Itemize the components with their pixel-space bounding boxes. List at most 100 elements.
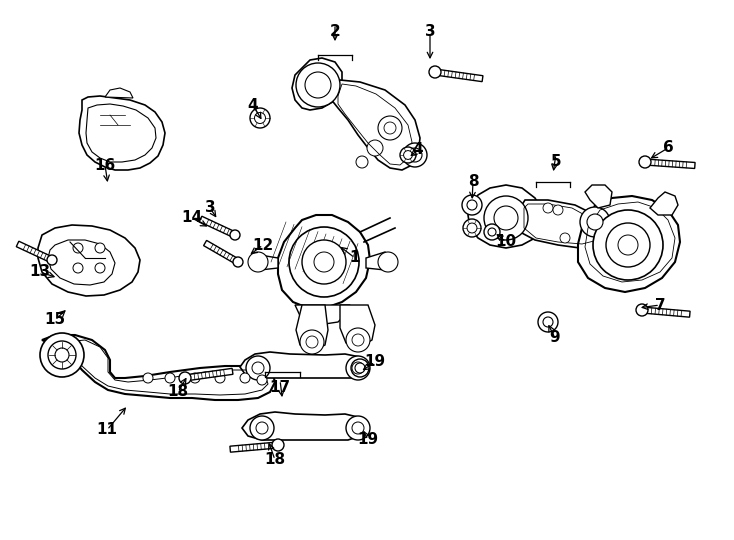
Circle shape <box>378 252 398 272</box>
Text: 1: 1 <box>349 251 360 266</box>
Polygon shape <box>295 305 350 325</box>
Text: 13: 13 <box>29 265 51 280</box>
Text: 3: 3 <box>425 24 435 39</box>
Circle shape <box>404 151 413 159</box>
Text: 5: 5 <box>550 154 562 170</box>
Text: 7: 7 <box>655 298 665 313</box>
Text: 10: 10 <box>495 234 517 249</box>
Circle shape <box>538 312 558 332</box>
Text: 3: 3 <box>205 200 215 215</box>
Circle shape <box>289 227 359 297</box>
Circle shape <box>367 140 383 156</box>
Polygon shape <box>16 241 54 263</box>
Polygon shape <box>255 255 278 270</box>
Circle shape <box>48 341 76 369</box>
Circle shape <box>300 330 324 354</box>
Text: 16: 16 <box>95 158 116 172</box>
Polygon shape <box>340 305 375 347</box>
Circle shape <box>40 333 84 377</box>
Polygon shape <box>330 80 420 170</box>
Polygon shape <box>520 200 608 248</box>
Polygon shape <box>366 252 390 270</box>
Circle shape <box>143 373 153 383</box>
Polygon shape <box>42 335 275 400</box>
Circle shape <box>346 328 370 352</box>
Circle shape <box>488 228 496 236</box>
Circle shape <box>560 233 570 243</box>
Circle shape <box>378 116 402 140</box>
Circle shape <box>73 263 83 273</box>
Circle shape <box>346 416 370 440</box>
Polygon shape <box>230 442 278 452</box>
Text: 6: 6 <box>663 140 673 156</box>
Circle shape <box>636 304 648 316</box>
Circle shape <box>351 359 369 377</box>
Polygon shape <box>435 69 483 82</box>
Circle shape <box>302 240 346 284</box>
Circle shape <box>384 122 396 134</box>
Circle shape <box>230 230 240 240</box>
Circle shape <box>296 63 340 107</box>
Polygon shape <box>650 192 678 215</box>
Polygon shape <box>292 58 342 110</box>
Circle shape <box>248 252 268 272</box>
Circle shape <box>73 243 83 253</box>
Circle shape <box>257 375 267 385</box>
Circle shape <box>352 422 364 434</box>
Polygon shape <box>86 104 156 162</box>
Circle shape <box>165 373 175 383</box>
Circle shape <box>400 147 416 163</box>
Circle shape <box>250 108 270 128</box>
Text: 4: 4 <box>413 143 424 158</box>
Circle shape <box>553 205 563 215</box>
Text: 14: 14 <box>181 211 203 226</box>
Circle shape <box>639 156 651 168</box>
Circle shape <box>215 373 225 383</box>
Circle shape <box>190 373 200 383</box>
Text: 12: 12 <box>252 238 274 253</box>
Circle shape <box>403 143 427 167</box>
Text: 19: 19 <box>365 354 385 369</box>
Circle shape <box>462 195 482 215</box>
Circle shape <box>587 214 603 230</box>
Circle shape <box>272 439 284 451</box>
Text: 9: 9 <box>550 330 560 346</box>
Circle shape <box>484 224 500 240</box>
Polygon shape <box>578 196 680 292</box>
Circle shape <box>314 252 334 272</box>
Polygon shape <box>242 412 368 440</box>
Circle shape <box>543 317 553 327</box>
Circle shape <box>467 200 477 210</box>
Circle shape <box>606 223 650 267</box>
Circle shape <box>355 363 365 373</box>
Text: 17: 17 <box>269 381 291 395</box>
Circle shape <box>250 416 274 440</box>
Polygon shape <box>38 225 140 296</box>
Text: 18: 18 <box>264 453 286 468</box>
Polygon shape <box>468 185 542 248</box>
Polygon shape <box>79 96 165 170</box>
Polygon shape <box>642 307 690 317</box>
Circle shape <box>356 156 368 168</box>
Circle shape <box>346 356 370 380</box>
Circle shape <box>246 356 270 380</box>
Text: 11: 11 <box>96 422 117 437</box>
Text: 4: 4 <box>247 98 258 112</box>
Text: 8: 8 <box>468 174 479 190</box>
Polygon shape <box>585 185 612 208</box>
Circle shape <box>256 422 268 434</box>
Text: 2: 2 <box>330 24 341 39</box>
Circle shape <box>463 219 481 237</box>
Circle shape <box>55 348 69 362</box>
Circle shape <box>618 235 638 255</box>
Circle shape <box>240 373 250 383</box>
Circle shape <box>408 148 422 162</box>
Text: 18: 18 <box>167 384 189 400</box>
Circle shape <box>494 206 518 230</box>
Circle shape <box>95 243 105 253</box>
Circle shape <box>352 362 364 374</box>
Polygon shape <box>105 88 133 98</box>
Circle shape <box>593 210 663 280</box>
Circle shape <box>352 334 364 346</box>
Text: 19: 19 <box>357 433 379 448</box>
